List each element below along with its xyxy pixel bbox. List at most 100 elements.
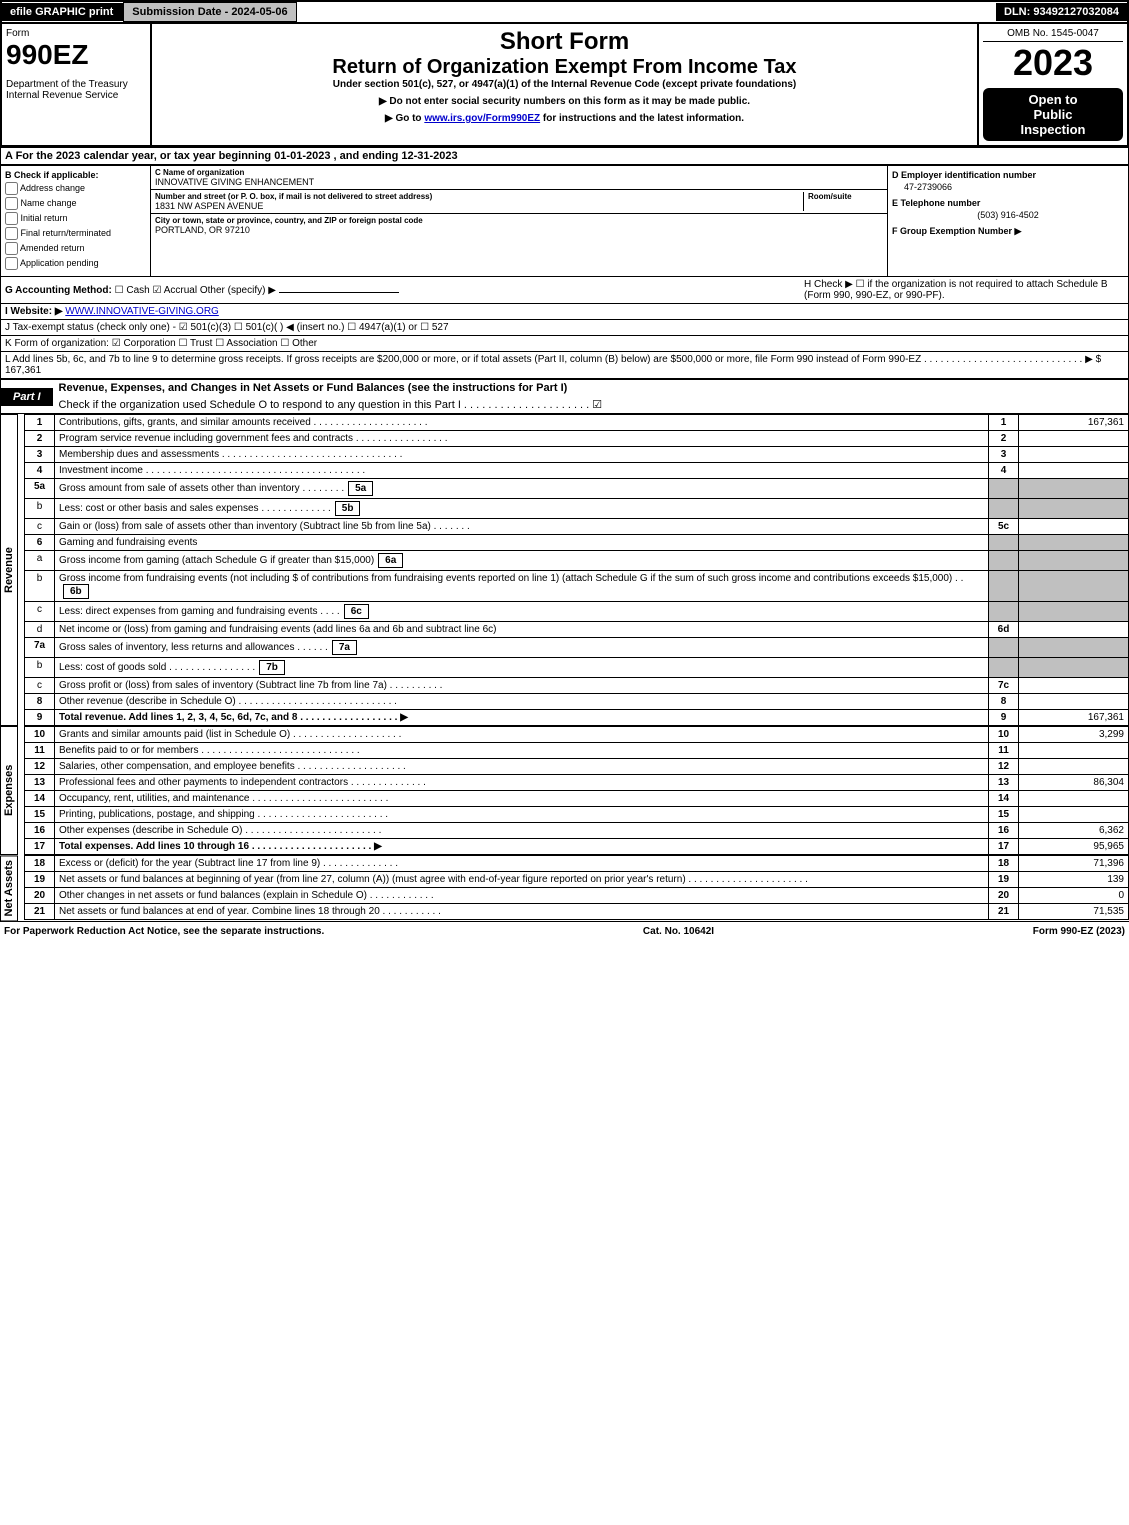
page-footer: For Paperwork Reduction Act Notice, see … [0, 921, 1129, 941]
room-label: Room/suite [808, 192, 883, 201]
short-form-title: Short Form [156, 28, 973, 56]
footer-center: Cat. No. 10642I [643, 926, 714, 937]
check-final-return[interactable]: Final return/terminated [5, 227, 146, 240]
table-row: 14Occupancy, rent, utilities, and mainte… [25, 791, 1129, 807]
check-name-change[interactable]: Name change [5, 197, 146, 210]
form-label: Form [6, 28, 146, 39]
city-label: City or town, state or province, country… [155, 216, 883, 225]
line-h: H Check ▶ ☐ if the organization is not r… [804, 279, 1124, 301]
org-name-label: C Name of organization [155, 168, 883, 177]
submission-date: Submission Date - 2024-05-06 [123, 2, 296, 22]
footer-right: Form 990-EZ (2023) [1033, 926, 1125, 937]
open-line-2: Public [987, 107, 1119, 122]
table-row: 6Gaming and fundraising events [25, 535, 1129, 551]
check-application-pending[interactable]: Application pending [5, 257, 146, 270]
open-line-1: Open to [987, 92, 1119, 107]
form-number: 990EZ [6, 39, 146, 71]
section-a: A For the 2023 calendar year, or tax yea… [0, 147, 1129, 165]
line-l-amount: 167,361 [5, 365, 41, 376]
ein-value: 47-2739066 [892, 180, 1124, 198]
line-g-h: G Accounting Method: ☐ Cash ☑ Accrual Ot… [0, 277, 1129, 304]
table-row: cGross profit or (loss) from sales of in… [25, 678, 1129, 694]
part-1-header: Part I Revenue, Expenses, and Changes in… [0, 379, 1129, 414]
line-i: I Website: ▶ WWW.INNOVATIVE-GIVING.ORG [0, 304, 1129, 320]
table-row: 11Benefits paid to or for members . . . … [25, 743, 1129, 759]
table-row: 3Membership dues and assessments . . . .… [25, 447, 1129, 463]
table-row: cLess: direct expenses from gaming and f… [25, 602, 1129, 622]
table-row: 4Investment income . . . . . . . . . . .… [25, 463, 1129, 479]
col-b-header: B Check if applicable: [5, 170, 146, 180]
table-row: 19Net assets or fund balances at beginni… [25, 872, 1129, 888]
city-value: PORTLAND, OR 97210 [155, 225, 883, 235]
table-row: 7aGross sales of inventory, less returns… [25, 638, 1129, 658]
instruction-2: ▶ Go to www.irs.gov/Form990EZ for instru… [156, 113, 973, 124]
column-d: D Employer identification number 47-2739… [888, 166, 1128, 276]
header-right: OMB No. 1545-0047 2023 Open to Public In… [977, 24, 1127, 145]
open-public-badge: Open to Public Inspection [983, 88, 1123, 141]
part-1-tab: Part I [1, 388, 53, 406]
check-address-change[interactable]: Address change [5, 182, 146, 195]
tel-value: (503) 916-4502 [892, 208, 1124, 226]
line-l: L Add lines 5b, 6c, and 7b to line 9 to … [0, 352, 1129, 379]
table-row: 21Net assets or fund balances at end of … [25, 904, 1129, 920]
efile-print-button[interactable]: efile GRAPHIC print [2, 3, 123, 21]
table-row: 1Contributions, gifts, grants, and simil… [25, 415, 1129, 431]
dept-label: Department of the Treasury Internal Reve… [6, 79, 146, 101]
revenue-section: Revenue 1Contributions, gifts, grants, a… [0, 414, 1129, 726]
table-row: 13Professional fees and other payments t… [25, 775, 1129, 791]
net-assets-side-label: Net Assets [0, 855, 18, 921]
part-1-check: Check if the organization used Schedule … [53, 396, 1128, 413]
table-row: 5aGross amount from sale of assets other… [25, 479, 1129, 499]
part-1-title: Revenue, Expenses, and Changes in Net As… [53, 380, 1128, 396]
column-b: B Check if applicable: Address change Na… [1, 166, 151, 276]
check-amended-return[interactable]: Amended return [5, 242, 146, 255]
expenses-table: 10Grants and similar amounts paid (list … [24, 726, 1129, 855]
table-row: aGross income from gaming (attach Schedu… [25, 551, 1129, 571]
omb-number: OMB No. 1545-0047 [983, 28, 1123, 42]
table-row: 16Other expenses (describe in Schedule O… [25, 823, 1129, 839]
expenses-side-label: Expenses [0, 726, 18, 855]
table-row: cGain or (loss) from sale of assets othe… [25, 519, 1129, 535]
column-c: C Name of organization INNOVATIVE GIVING… [151, 166, 888, 276]
website-link[interactable]: WWW.INNOVATIVE-GIVING.ORG [65, 306, 219, 317]
footer-left: For Paperwork Reduction Act Notice, see … [4, 926, 324, 937]
table-row: 2Program service revenue including gover… [25, 431, 1129, 447]
table-row: dNet income or (loss) from gaming and fu… [25, 622, 1129, 638]
irs-link[interactable]: www.irs.gov/Form990EZ [424, 113, 540, 124]
form-header: Form 990EZ Department of the Treasury In… [0, 24, 1129, 147]
table-row: bLess: cost or other basis and sales exp… [25, 499, 1129, 519]
expenses-section: Expenses 10Grants and similar amounts pa… [0, 726, 1129, 855]
net-assets-section: Net Assets 18Excess or (deficit) for the… [0, 855, 1129, 921]
header-center: Short Form Return of Organization Exempt… [152, 24, 977, 145]
street-value: 1831 NW ASPEN AVENUE [155, 201, 803, 211]
tel-label: E Telephone number [892, 198, 1124, 208]
open-line-3: Inspection [987, 122, 1119, 137]
dln-label: DLN: 93492127032084 [996, 3, 1127, 21]
table-row: 8Other revenue (describe in Schedule O) … [25, 694, 1129, 710]
table-row: 9Total revenue. Add lines 1, 2, 3, 4, 5c… [25, 710, 1129, 726]
tax-year: 2023 [983, 42, 1123, 84]
table-row: 17Total expenses. Add lines 10 through 1… [25, 839, 1129, 855]
table-row: 15Printing, publications, postage, and s… [25, 807, 1129, 823]
table-row: bLess: cost of goods sold . . . . . . . … [25, 658, 1129, 678]
line-g: G Accounting Method: ☐ Cash ☑ Accrual Ot… [5, 285, 796, 296]
main-title: Return of Organization Exempt From Incom… [156, 56, 973, 79]
header-left: Form 990EZ Department of the Treasury In… [2, 24, 152, 145]
net-assets-table: 18Excess or (deficit) for the year (Subt… [24, 855, 1129, 920]
top-bar: efile GRAPHIC print Submission Date - 20… [0, 0, 1129, 24]
group-exemption-label: F Group Exemption Number ▶ [892, 226, 1124, 237]
ein-label: D Employer identification number [892, 170, 1124, 180]
check-initial-return[interactable]: Initial return [5, 212, 146, 225]
table-row: bGross income from fundraising events (n… [25, 571, 1129, 602]
instruction-1: ▶ Do not enter social security numbers o… [156, 96, 973, 107]
table-row: 20Other changes in net assets or fund ba… [25, 888, 1129, 904]
table-row: 12Salaries, other compensation, and empl… [25, 759, 1129, 775]
revenue-table: 1Contributions, gifts, grants, and simil… [24, 414, 1129, 726]
table-row: 10Grants and similar amounts paid (list … [25, 727, 1129, 743]
info-grid: B Check if applicable: Address change Na… [0, 165, 1129, 277]
line-j: J Tax-exempt status (check only one) - ☑… [0, 320, 1129, 336]
line-k: K Form of organization: ☑ Corporation ☐ … [0, 336, 1129, 352]
revenue-side-label: Revenue [0, 414, 18, 726]
street-label: Number and street (or P. O. box, if mail… [155, 192, 803, 201]
subtitle: Under section 501(c), 527, or 4947(a)(1)… [156, 79, 973, 90]
